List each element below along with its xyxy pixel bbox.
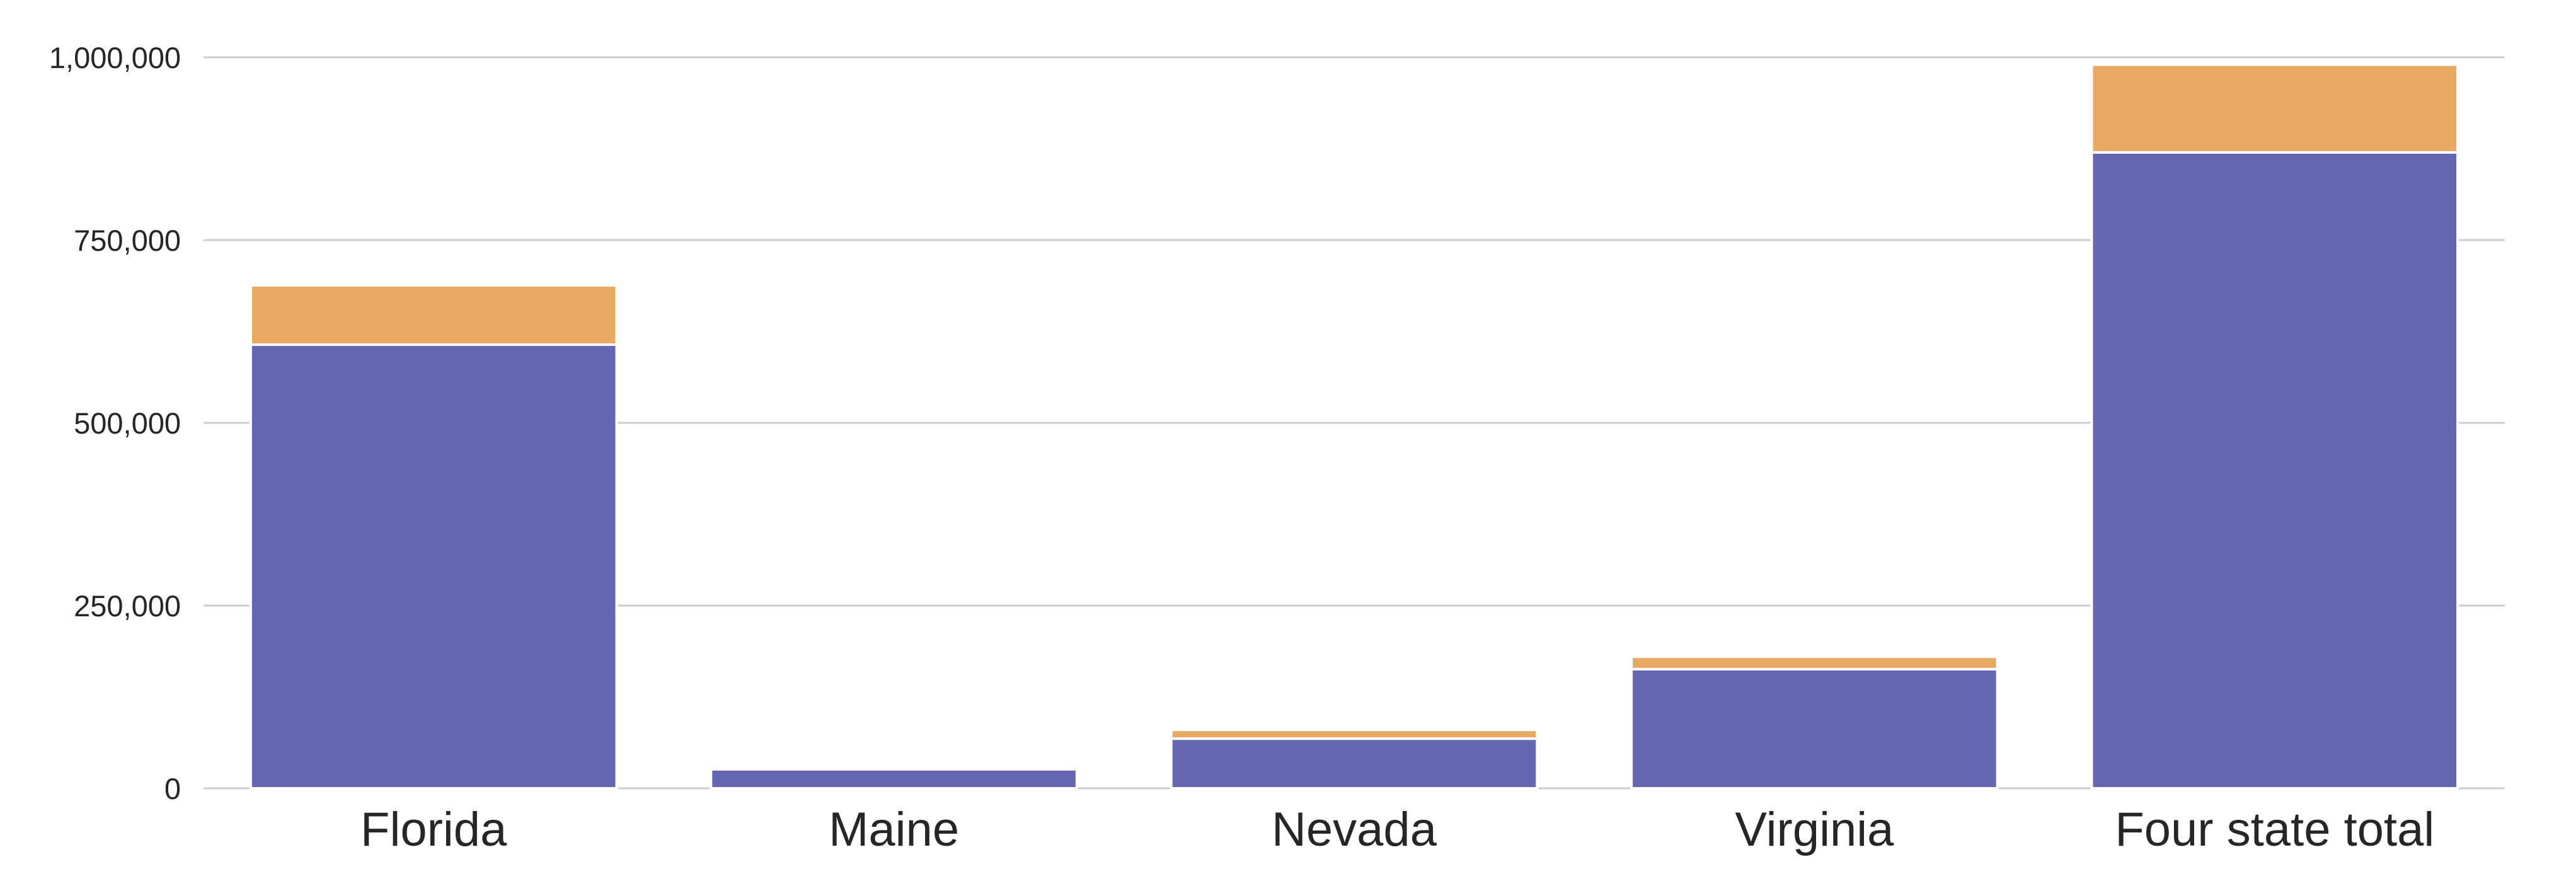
x-category-label: Four state total [2115,803,2434,856]
y-tick-label: 0 [164,772,181,805]
bar-segment [249,284,618,346]
bars [249,63,2459,790]
y-axis-tick-labels: 0 250,000 500,000 750,000 1,000,000 [49,41,181,805]
y-tick-label: 500,000 [74,406,181,440]
x-axis-category-labels: Florida Maine Nevada Virginia Four state tot… [360,803,2434,856]
bar-segment [2090,151,2459,790]
bar-segment [1630,667,1999,790]
y-tick-label: 750,000 [74,224,181,257]
y-tick-label: 250,000 [74,589,181,623]
bar-segment [1630,655,1999,670]
bar-segment [2090,63,2459,154]
bar-segment [249,343,618,790]
bar-segment [1170,737,1539,790]
x-category-label: Nevada [1272,803,1437,856]
x-category-label: Maine [829,803,959,856]
y-tick-label: 1,000,000 [49,41,181,74]
x-category-label: Virginia [1735,803,1894,856]
bar-segment [710,768,1078,790]
x-category-label: Florida [360,803,507,856]
bar-segment [1170,728,1539,740]
